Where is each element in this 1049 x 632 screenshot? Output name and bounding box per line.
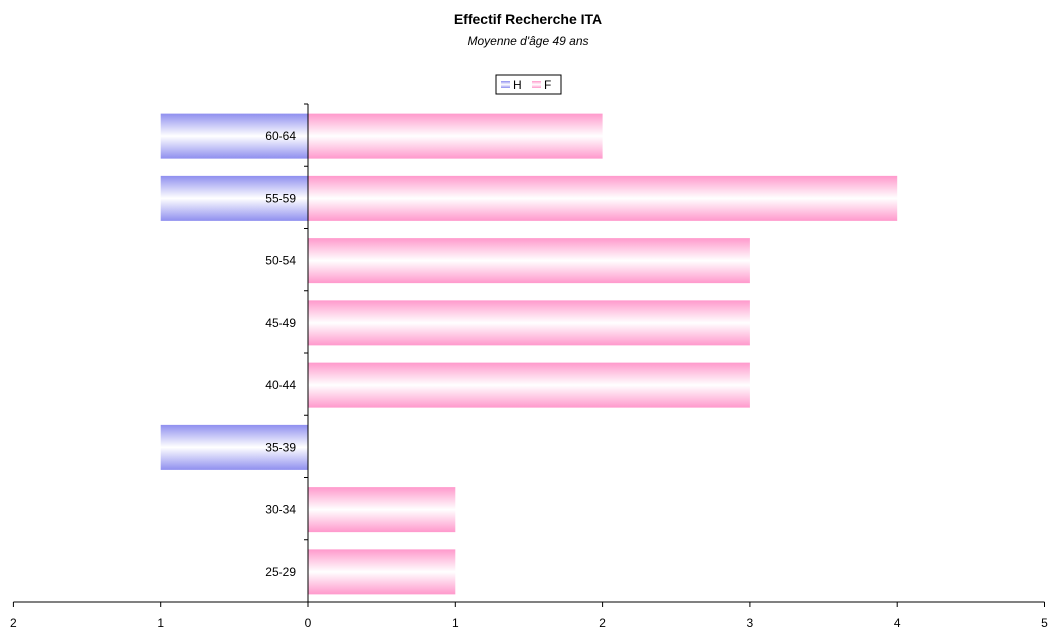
category-label: 30-34 [265,503,296,517]
legend-box [495,74,562,95]
x-tick-label: 1 [157,616,164,630]
bar-f-40-44 [308,362,750,408]
legend-swatch-h [501,81,510,88]
category-label: 40-44 [265,378,296,392]
x-tick-label: 0 [305,616,312,630]
axes: 2 1 0 1 2 3 4 5 [10,103,1048,630]
category-label: 50-54 [265,254,296,268]
legend-label-f: F [544,78,551,92]
chart-subtitle: Moyenne d'âge 49 ans [467,34,588,48]
legend-label-h: H [513,78,522,92]
bar-h-55-59 [160,175,308,221]
legend-swatch-f [532,81,541,88]
x-tick-label: 3 [747,616,754,630]
bar-h-35-39 [160,424,308,470]
category-labels: 60-64 55-59 50-54 45-49 40-44 35-39 30-34 25-29 [265,129,296,579]
category-label: 60-64 [265,129,296,143]
x-tick-label: 2 [599,616,606,630]
x-tick-label: 5 [1041,616,1048,630]
bar-f-55-59 [308,175,898,221]
bar-f-60-64 [308,113,603,159]
bar-f-25-29 [308,549,456,595]
bar-f-45-49 [308,300,750,346]
category-label: 55-59 [265,191,296,205]
x-tick-label: 2 [10,616,17,630]
x-tick-label: 4 [894,616,901,630]
category-label: 45-49 [265,316,296,330]
bar-f-50-54 [308,238,750,284]
x-tick-label: 1 [452,616,459,630]
bars-group [160,113,898,595]
bar-h-60-64 [160,113,308,159]
category-label: 25-29 [265,565,296,579]
chart-title: Effectif Recherche ITA [454,11,602,27]
bar-f-30-34 [308,487,456,533]
category-label: 35-39 [265,440,296,454]
